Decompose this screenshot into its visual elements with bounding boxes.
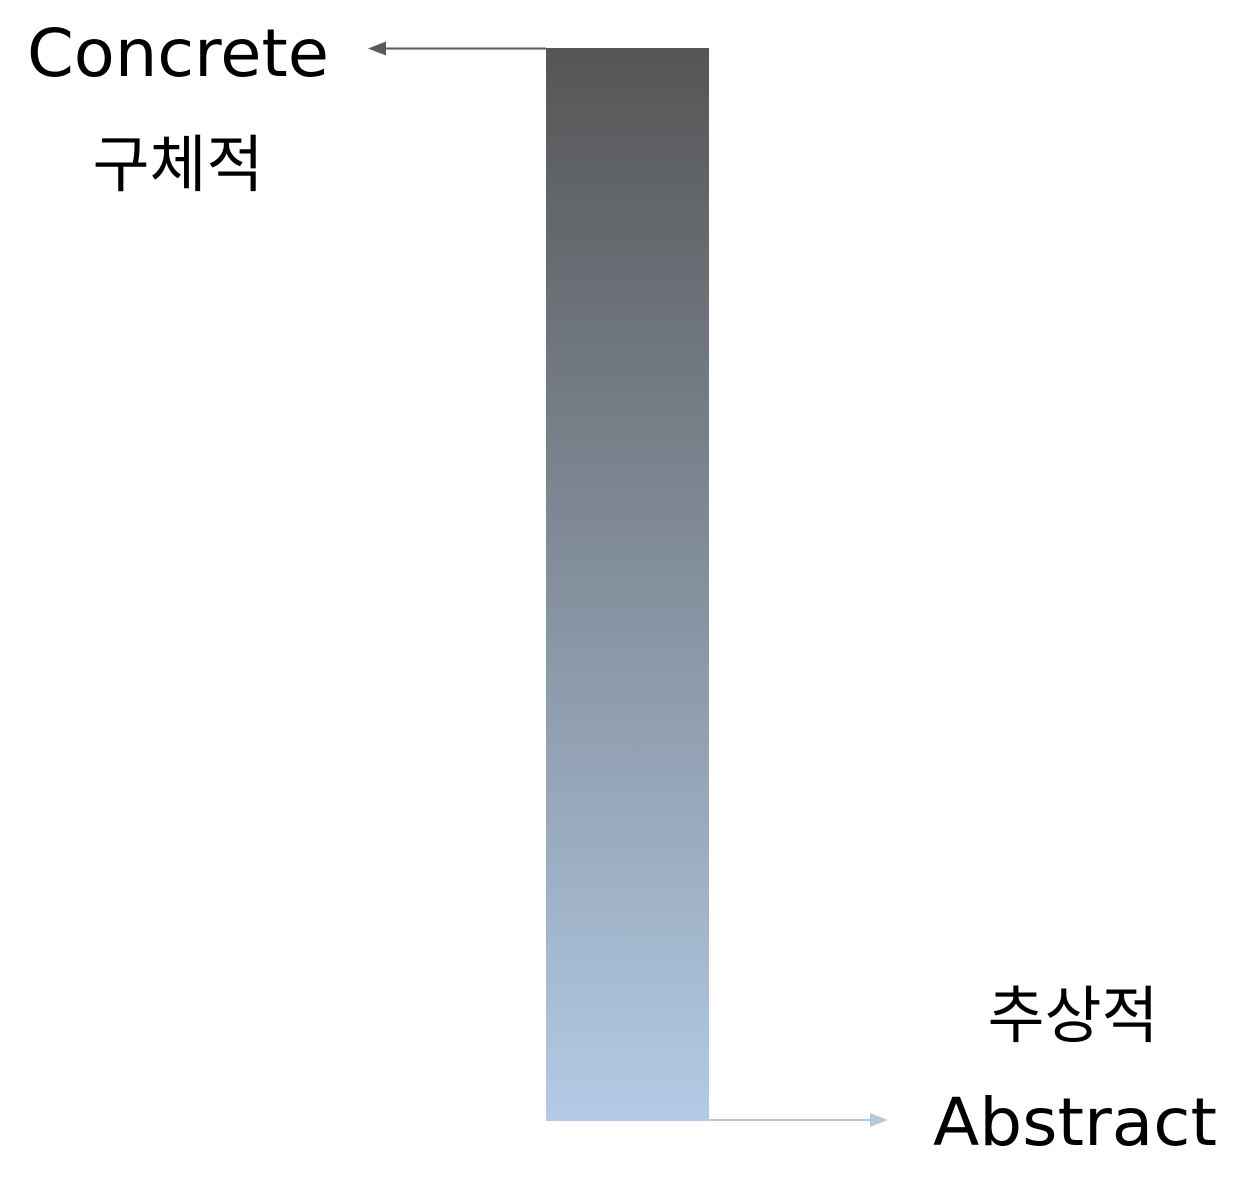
gradient-bar — [546, 48, 709, 1121]
top-arrow — [368, 41, 546, 56]
bottom-arrow — [709, 1113, 888, 1127]
abstract-label: Abstract — [933, 1084, 1217, 1161]
abstract-korean-label: 추상적 — [987, 979, 1158, 1052]
concrete-label: Concrete — [27, 15, 329, 92]
concrete-korean-label: 구체적 — [92, 128, 263, 201]
